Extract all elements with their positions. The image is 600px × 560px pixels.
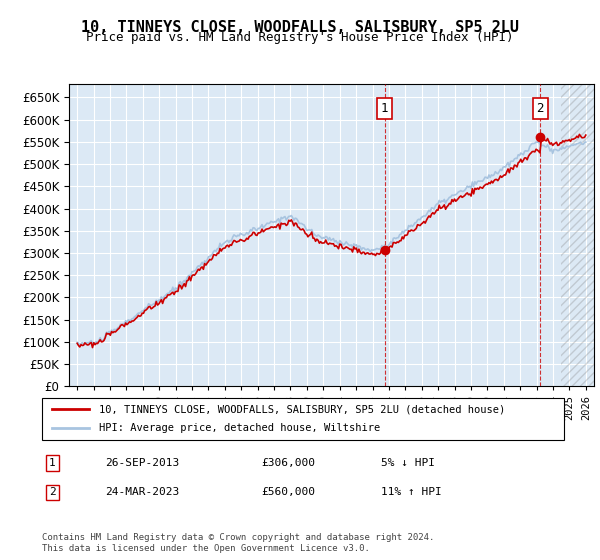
Text: 1: 1 <box>381 102 388 115</box>
Text: 5% ↓ HPI: 5% ↓ HPI <box>382 458 436 468</box>
Bar <box>561 84 594 386</box>
Text: 11% ↑ HPI: 11% ↑ HPI <box>382 487 442 497</box>
Text: 26-SEP-2013: 26-SEP-2013 <box>104 458 179 468</box>
Text: 1: 1 <box>49 458 56 468</box>
Text: 10, TINNEYS CLOSE, WOODFALLS, SALISBURY, SP5 2LU: 10, TINNEYS CLOSE, WOODFALLS, SALISBURY,… <box>81 20 519 35</box>
Text: HPI: Average price, detached house, Wiltshire: HPI: Average price, detached house, Wilt… <box>100 423 380 433</box>
Text: Contains HM Land Registry data © Crown copyright and database right 2024.
This d: Contains HM Land Registry data © Crown c… <box>42 533 434 553</box>
Text: 2: 2 <box>536 102 544 115</box>
Text: 2: 2 <box>49 487 56 497</box>
Text: Price paid vs. HM Land Registry's House Price Index (HPI): Price paid vs. HM Land Registry's House … <box>86 31 514 44</box>
Text: 24-MAR-2023: 24-MAR-2023 <box>104 487 179 497</box>
FancyBboxPatch shape <box>42 398 564 440</box>
Text: £306,000: £306,000 <box>261 458 315 468</box>
Text: £560,000: £560,000 <box>261 487 315 497</box>
Text: 10, TINNEYS CLOSE, WOODFALLS, SALISBURY, SP5 2LU (detached house): 10, TINNEYS CLOSE, WOODFALLS, SALISBURY,… <box>100 404 506 414</box>
